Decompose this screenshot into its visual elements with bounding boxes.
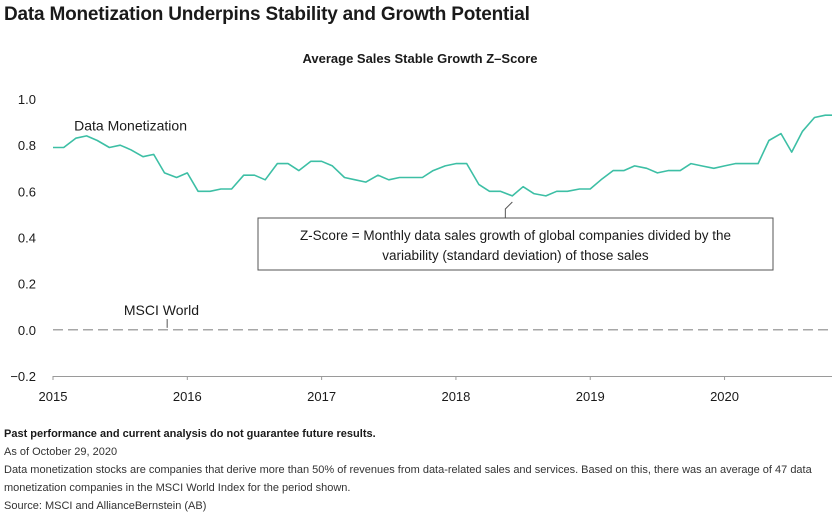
x-tick-label: 2020 <box>710 389 739 404</box>
y-tick-label: −0.2 <box>10 369 36 384</box>
y-tick-label: 0.4 <box>18 231 36 246</box>
y-tick-label: 0.2 <box>18 277 36 292</box>
y-tick-label: 0.8 <box>18 138 36 153</box>
source-note: Source: MSCI and AllianceBernstein (AB) <box>4 500 207 512</box>
zscore-annotation-box <box>257 217 774 271</box>
page-title: Data Monetization Underpins Stability an… <box>4 4 530 25</box>
y-tick-label: 0.6 <box>18 184 36 199</box>
x-tick-label: 2019 <box>576 389 605 404</box>
as-of-date: As of October 29, 2020 <box>4 446 118 458</box>
disclaimer: Past performance and current analysis do… <box>4 428 376 440</box>
chart-title: Average Sales Stable Growth Z–Score <box>302 51 538 66</box>
data-monetization-series-line <box>53 114 832 197</box>
zscore-annotation-text-line1: Z-Score = Monthly data sales growth of g… <box>300 228 731 243</box>
x-tick-label: 2015 <box>39 389 68 404</box>
series-label-data-monetization: Data Monetization <box>74 118 187 134</box>
x-tick-label: 2017 <box>307 389 336 404</box>
chart-footer: Past performance and current analysis do… <box>4 425 834 515</box>
zscore-pointer-line <box>504 201 513 218</box>
series-label-msci-world: MSCI World <box>124 302 199 318</box>
x-tick-label: 2016 <box>173 389 202 404</box>
y-tick-label: 0.0 <box>18 323 36 338</box>
y-tick-label: 1.0 <box>18 92 36 107</box>
footnote: Data monetization stocks are companies t… <box>4 464 812 494</box>
x-tick-label: 2018 <box>441 389 470 404</box>
zscore-annotation-text-line2: variability (standard deviation) of thos… <box>382 248 649 263</box>
